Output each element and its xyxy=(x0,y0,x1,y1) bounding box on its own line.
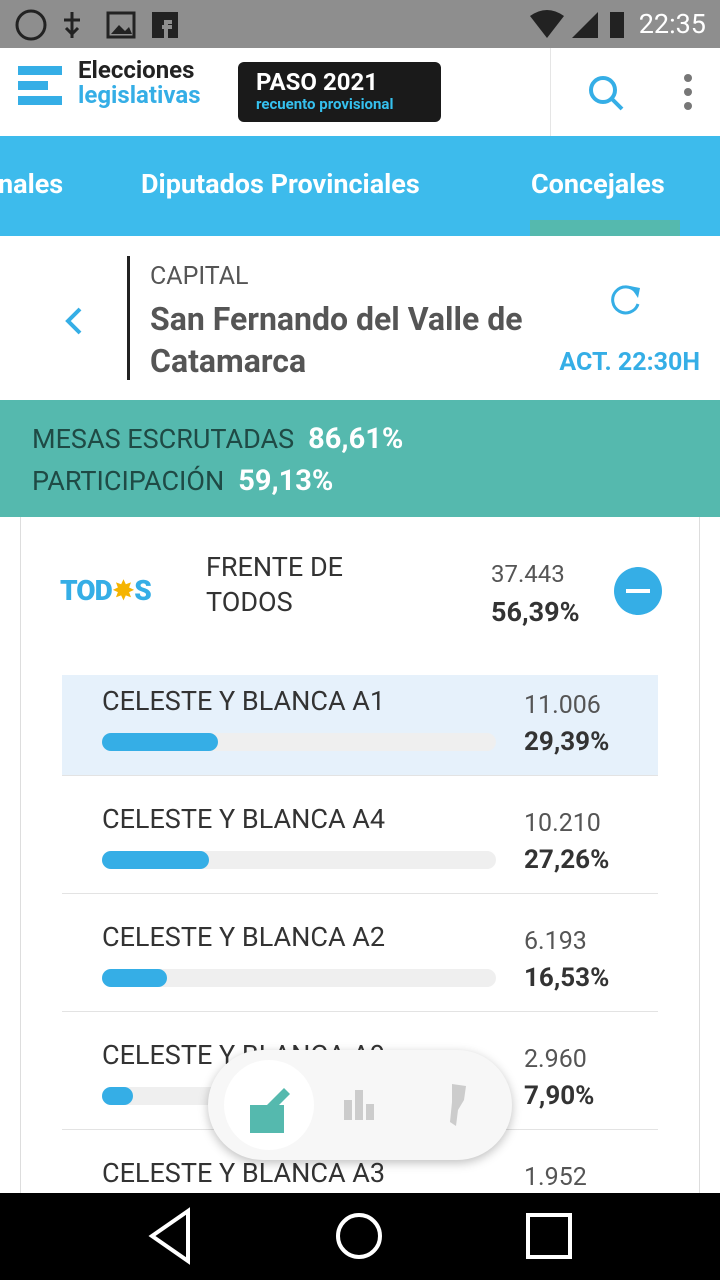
list-row: CELESTE Y BLANCA A1 11.006 29,39% xyxy=(62,675,658,776)
signal-icons xyxy=(530,10,624,38)
stat: MESAS ESCRUTADAS 86,61% xyxy=(32,422,403,456)
list-votes: 2.960 xyxy=(524,1045,587,1074)
stat-value: 86,61% xyxy=(308,422,404,456)
list-votes: 11.006 xyxy=(524,691,601,720)
list-percent: 27,26% xyxy=(524,845,610,875)
list-percent: 7,90% xyxy=(524,1081,595,1111)
progress-fill xyxy=(102,969,168,987)
stat-value: 59,13% xyxy=(238,464,334,498)
tab[interactable]: Diputados Provinciales xyxy=(141,168,420,200)
logo-line: Elecciones xyxy=(78,56,195,84)
province: CAPITAL xyxy=(150,262,249,291)
menu-button[interactable] xyxy=(680,72,696,112)
results-card xyxy=(20,517,700,1197)
back[interactable] xyxy=(148,1207,190,1265)
tab[interactable]: nales xyxy=(0,168,64,200)
nav-buttons xyxy=(148,1207,572,1265)
list-row: CELESTE Y BLANCA A4 10.210 27,26% xyxy=(62,793,658,894)
list-name: CELESTE Y BLANCA A1 xyxy=(102,685,386,717)
home[interactable] xyxy=(336,1213,382,1259)
collapse-button[interactable] xyxy=(614,567,662,615)
refresh-button[interactable] xyxy=(606,282,646,318)
chart-tab[interactable] xyxy=(342,1088,376,1122)
badge: PASO 2021 recuento provisional xyxy=(238,62,441,122)
progress-fill xyxy=(102,851,210,869)
list-name: CELESTE Y BLANCA A2 xyxy=(102,921,386,953)
list-name: CELESTE Y BLANCA A3 xyxy=(102,1157,386,1189)
party-votes: 37.443 xyxy=(491,560,565,588)
tab-bar: nales Diputados Provinciales Concejales xyxy=(0,136,720,236)
stat: PARTICIPACIÓN 59,13% xyxy=(32,464,333,498)
back-button[interactable] xyxy=(62,306,86,336)
divider xyxy=(127,256,130,380)
progress-track xyxy=(102,851,496,869)
search-button[interactable] xyxy=(586,74,626,114)
logo-line: legislativas xyxy=(78,81,201,109)
logo-flag xyxy=(18,66,62,105)
updated: ACT. 22:30H xyxy=(559,348,700,377)
clock: 22:35 xyxy=(638,8,706,40)
city: San Fernando del Valle de Catamarca xyxy=(150,300,523,380)
nav-bar xyxy=(0,1193,720,1280)
list-votes: 1.952 xyxy=(524,1163,587,1192)
status-icons xyxy=(15,9,178,41)
party-name: FRENTE DE TODOS xyxy=(206,551,344,618)
divider xyxy=(550,48,551,136)
list-row: CELESTE Y BLANCA A2 6.193 16,53% xyxy=(62,911,658,1012)
logo-text: S xyxy=(134,574,152,607)
list-votes: 10.210 xyxy=(524,809,601,838)
stats-band: MESAS ESCRUTADAS 86,61% PARTICIPACIÓN 59,1… xyxy=(0,400,720,517)
location: CAPITAL San Fernando del Valle de Catama… xyxy=(0,236,720,400)
recents[interactable] xyxy=(526,1213,572,1259)
status-bar: 22:35 xyxy=(0,0,720,48)
tab[interactable]: Concejales xyxy=(531,168,665,200)
list-name: CELESTE Y BLANCA A4 xyxy=(102,803,386,835)
badge-subtitle: recuento provisional xyxy=(256,95,394,113)
list-votes: 6.193 xyxy=(524,927,587,956)
app-header: Elecciones legislativas PASO 2021 recuen… xyxy=(0,48,720,136)
vote-tab[interactable] xyxy=(224,1060,314,1150)
progress-track xyxy=(102,969,496,987)
badge-title: PASO 2021 xyxy=(256,68,379,96)
progress-track xyxy=(102,733,496,751)
progress-fill xyxy=(102,733,218,751)
list-row: CELESTE Y BLANCA A3 1.952 xyxy=(62,1147,658,1247)
logo-sun: ✸ xyxy=(111,574,135,607)
floating-toolbar xyxy=(208,1050,512,1160)
logo-text: TOD xyxy=(60,574,113,607)
list-percent: 16,53% xyxy=(524,963,610,993)
party-logo: TOD✸S xyxy=(60,574,152,607)
stat-label: PARTICIPACIÓN xyxy=(32,465,225,497)
tab-indicator xyxy=(530,220,680,236)
stat-label: MESAS ESCRUTADAS xyxy=(32,423,295,455)
list-percent: 29,39% xyxy=(524,727,610,757)
party-percent: 56,39% xyxy=(491,596,580,628)
progress-fill xyxy=(102,1087,134,1105)
map-tab[interactable] xyxy=(444,1082,472,1128)
